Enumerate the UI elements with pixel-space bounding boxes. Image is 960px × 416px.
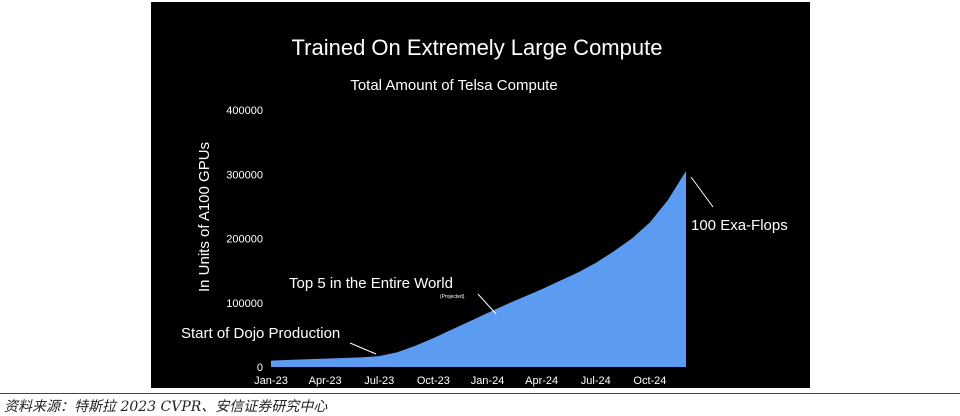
slide-heading: Trained On Extremely Large Compute <box>292 35 663 60</box>
chart-slide: Trained On Extremely Large Compute Total… <box>151 2 810 388</box>
x-tick-label: Jan-23 <box>254 375 288 387</box>
annotation-top5-note: (Projected) <box>440 294 465 300</box>
compute-area <box>271 171 686 367</box>
x-tick-label: Jan-24 <box>471 375 505 387</box>
y-tick-label: 300000 <box>226 169 263 181</box>
source-divider <box>0 393 960 394</box>
x-tick-label: Apr-23 <box>309 375 342 387</box>
x-tick-label: Apr-24 <box>525 375 558 387</box>
y-tick-label: 100000 <box>226 298 263 310</box>
annotation-exaflops: 100 Exa-Flops <box>691 217 788 234</box>
x-axis-ticks: Jan-23 Apr-23 Jul-23 Oct-23 Jan-24 Apr-24 Jul-… <box>254 375 666 387</box>
source-note: 资料来源：特斯拉 2023 CVPR、安信证券研究中心 <box>4 399 328 415</box>
y-tick-label: 200000 <box>226 234 263 246</box>
x-tick-label: Jul-24 <box>581 375 611 387</box>
x-tick-label: Jul-23 <box>364 375 394 387</box>
x-tick-label: Oct-23 <box>417 375 450 387</box>
area-chart: Trained On Extremely Large Compute Total… <box>181 35 788 387</box>
y-axis-label: In Units of A100 GPUs <box>196 142 213 292</box>
annotation-top5: Top 5 in the Entire World <box>289 275 453 292</box>
annotation-top5-arrow <box>477 293 497 315</box>
y-tick-label: 400000 <box>226 105 263 117</box>
chart-title: Total Amount of Telsa Compute <box>350 77 557 94</box>
annotation-exaflops-arrow <box>690 176 714 208</box>
y-axis-ticks: 0 100000 200000 300000 400000 <box>226 105 263 374</box>
annotations: Start of Dojo Production Top 5 in the En… <box>181 176 788 355</box>
y-tick-label: 0 <box>257 362 263 374</box>
annotation-dojo: Start of Dojo Production <box>181 325 340 342</box>
x-tick-label: Oct-24 <box>633 375 666 387</box>
annotation-dojo-arrow <box>349 342 377 355</box>
